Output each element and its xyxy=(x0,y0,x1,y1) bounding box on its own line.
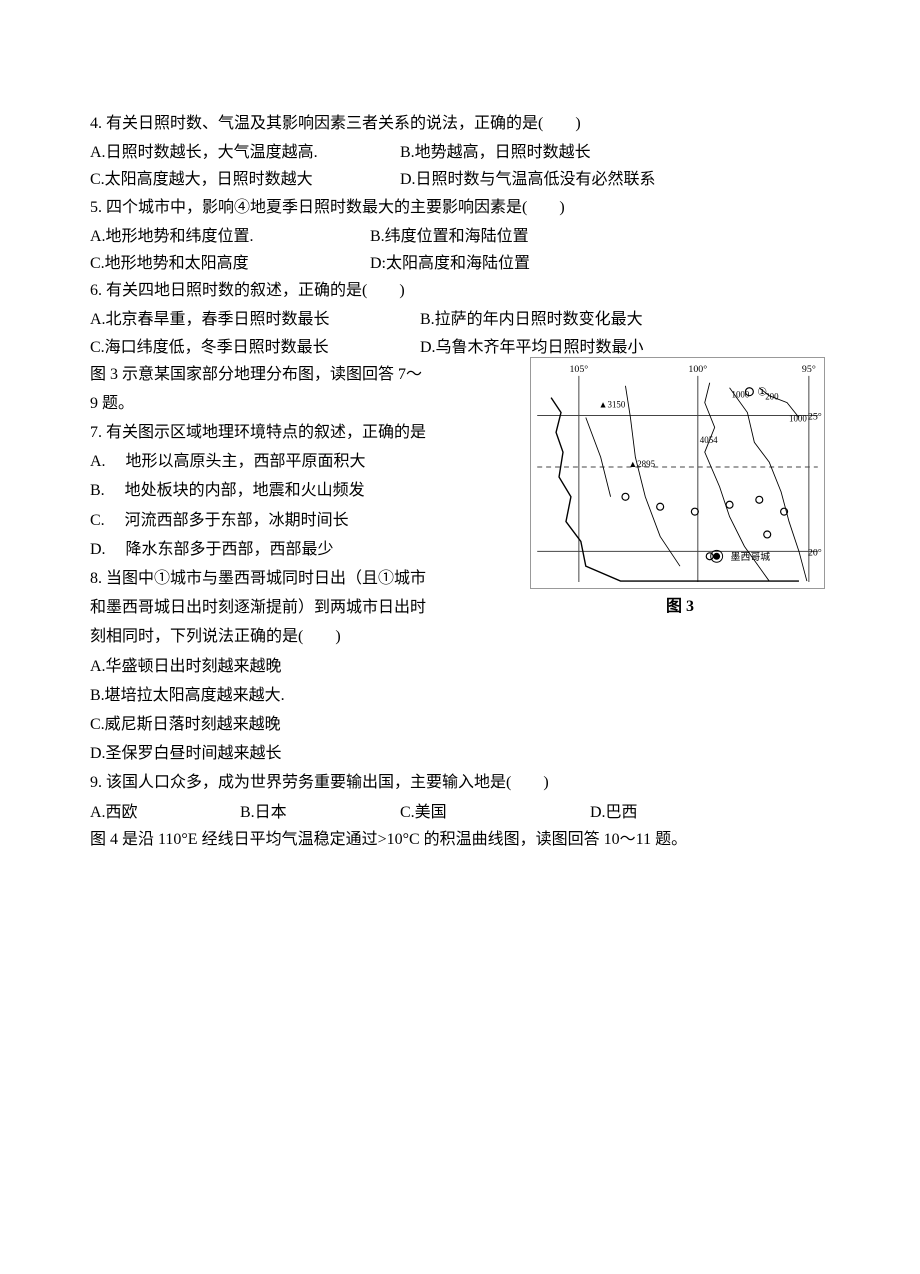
svg-text:200: 200 xyxy=(765,391,779,401)
q9-option-b: B.日本 xyxy=(240,799,400,826)
svg-text:4054: 4054 xyxy=(700,435,718,445)
q5-option-a: A.地形地势和纬度位置. xyxy=(90,223,370,250)
svg-text:20°: 20° xyxy=(808,547,822,558)
q4-option-c: C.太阳高度越大，日照时数越大 xyxy=(90,166,400,193)
svg-text:105°: 105° xyxy=(569,364,588,375)
map-svg: 105°100°95°25°20°▲3150▲28954054100020010… xyxy=(530,357,825,589)
q5-option-c: C.地形地势和太阳高度 xyxy=(90,250,370,277)
svg-text:25°: 25° xyxy=(808,411,822,422)
q6-option-d: D.乌鲁木齐年平均日照时数最小 xyxy=(420,334,644,361)
q5-stem: 5. 四个城市中，影响④地夏季日照时数最大的主要影响因素是( ) xyxy=(90,194,830,221)
q4-option-a: A.日照时数越长，大气温度越高. xyxy=(90,139,400,166)
q8-option-b: B.堪培拉太阳高度越来越大. xyxy=(90,682,830,709)
svg-text:▲2895: ▲2895 xyxy=(628,459,655,469)
q6-stem: 6. 有关四地日照时数的叙述，正确的是( ) xyxy=(90,277,830,304)
svg-text:1000: 1000 xyxy=(789,413,807,423)
svg-text:95°: 95° xyxy=(802,364,816,375)
q8-option-a: A.华盛顿日出时刻越来越晚 xyxy=(90,653,830,680)
q8-stem-line3: 刻相同时，下列说法正确的是( ) xyxy=(90,623,830,650)
q9-option-d: D.巴西 xyxy=(590,799,638,826)
q6-option-c: C.海口纬度低，冬季日照时数最长 xyxy=(90,334,420,361)
q5-option-d: D:太阳高度和海陆位置 xyxy=(370,250,530,277)
svg-text:墨西哥城: 墨西哥城 xyxy=(731,551,771,563)
q8-option-d: D.圣保罗白昼时间越来越长 xyxy=(90,740,830,767)
map-caption: 图 3 xyxy=(530,593,830,620)
q6-option-b: B.拉萨的年内日照时数变化最大 xyxy=(420,306,643,333)
map-figure: 105°100°95°25°20°▲3150▲28954054100020010… xyxy=(530,357,830,620)
q5-option-b: B.纬度位置和海陆位置 xyxy=(370,223,529,250)
q9-option-a: A.西欧 xyxy=(90,799,240,826)
q9-option-c: C.美国 xyxy=(400,799,590,826)
q4-option-b: B.地势越高，日照时数越长 xyxy=(400,139,591,166)
q8-option-c: C.威尼斯日落时刻越来越晚 xyxy=(90,711,830,738)
svg-text:▲3150: ▲3150 xyxy=(599,399,626,409)
q6-option-a: A.北京春旱重，春季日照时数最长 xyxy=(90,306,420,333)
svg-text:100°: 100° xyxy=(688,364,707,375)
intro4: 图 4 是沿 110°E 经线日平均气温稳定通过>10°C 的积温曲线图，读图回… xyxy=(90,826,830,853)
q4-option-d: D.日照时数与气温高低没有必然联系 xyxy=(400,166,656,193)
svg-text:①: ① xyxy=(757,386,767,398)
q4-stem: 4. 有关日照时数、气温及其影响因素三者关系的说法，正确的是( ) xyxy=(90,110,830,137)
q9-stem: 9. 该国人口众多，成为世界劳务重要输出国，主要输入地是( ) xyxy=(90,769,830,796)
